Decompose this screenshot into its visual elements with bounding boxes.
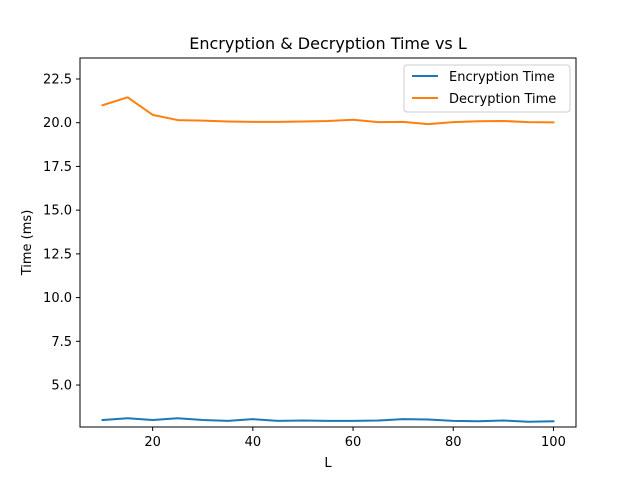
y-tick-label: 17.5 xyxy=(43,160,72,175)
x-tick-label: 80 xyxy=(445,435,462,450)
y-tick-label: 5.0 xyxy=(51,379,72,394)
x-tick-label: 40 xyxy=(245,435,262,450)
x-tick-label: 60 xyxy=(345,435,362,450)
legend: Encryption Time Decryption Time xyxy=(403,64,571,113)
axes-frame xyxy=(79,57,577,428)
x-tick-label: 100 xyxy=(541,435,566,450)
y-axis-ticks: 5.0 7.5 10.0 12.5 15.0 17.5 20.0 22.5 xyxy=(43,72,80,394)
x-tick-label: 20 xyxy=(144,435,161,450)
legend-label-decryption: Decryption Time xyxy=(449,92,556,107)
plot-area xyxy=(101,96,555,423)
y-tick-label: 22.5 xyxy=(43,72,72,87)
series-line-decryption xyxy=(101,96,555,126)
y-tick-label: 7.5 xyxy=(51,335,72,350)
y-tick-label: 20.0 xyxy=(43,116,72,131)
y-tick-label: 15.0 xyxy=(43,204,72,219)
y-axis-label: Time (ms) xyxy=(20,210,35,277)
x-axis-label: L xyxy=(324,456,332,471)
chart-title: Encryption & Decryption Time vs L xyxy=(189,34,467,53)
y-tick-label: 12.5 xyxy=(43,247,72,262)
legend-label-encryption: Encryption Time xyxy=(449,70,555,85)
y-tick-label: 10.0 xyxy=(43,291,72,306)
legend-box xyxy=(403,64,571,113)
series-line-encryption xyxy=(101,417,555,423)
x-axis-ticks: 20 40 60 80 100 xyxy=(144,427,566,450)
